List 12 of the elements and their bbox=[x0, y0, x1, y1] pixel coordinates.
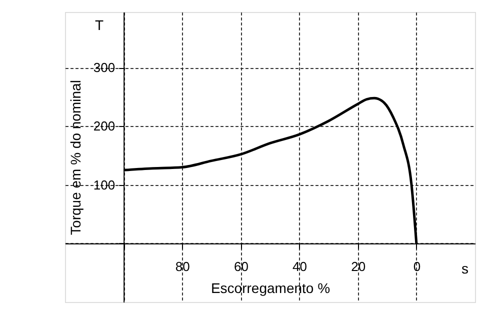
annotation: s bbox=[462, 260, 468, 276]
y-tick-label: 200 bbox=[93, 118, 116, 134]
annotation: T bbox=[95, 17, 104, 33]
x-tick-label: 20 bbox=[351, 258, 366, 274]
y-tick-label: 300 bbox=[93, 60, 116, 76]
x-tick-label: 80 bbox=[175, 258, 190, 274]
x-tick-label: 60 bbox=[234, 258, 248, 274]
x-tick-label: 0 bbox=[413, 258, 421, 274]
y-axis-title: Torque em % do nominal bbox=[67, 80, 84, 235]
y-tick-label: 100 bbox=[93, 177, 116, 192]
x-axis-title: Escorregamento % bbox=[210, 280, 330, 296]
x-tick-label: 40 bbox=[292, 258, 308, 274]
